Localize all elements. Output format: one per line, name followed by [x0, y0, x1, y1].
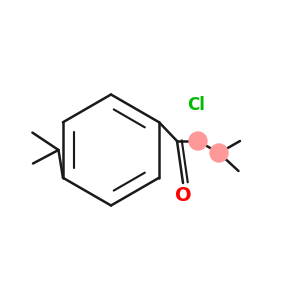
- Circle shape: [210, 144, 228, 162]
- Text: O: O: [175, 186, 191, 205]
- Circle shape: [189, 132, 207, 150]
- Text: Cl: Cl: [188, 96, 206, 114]
